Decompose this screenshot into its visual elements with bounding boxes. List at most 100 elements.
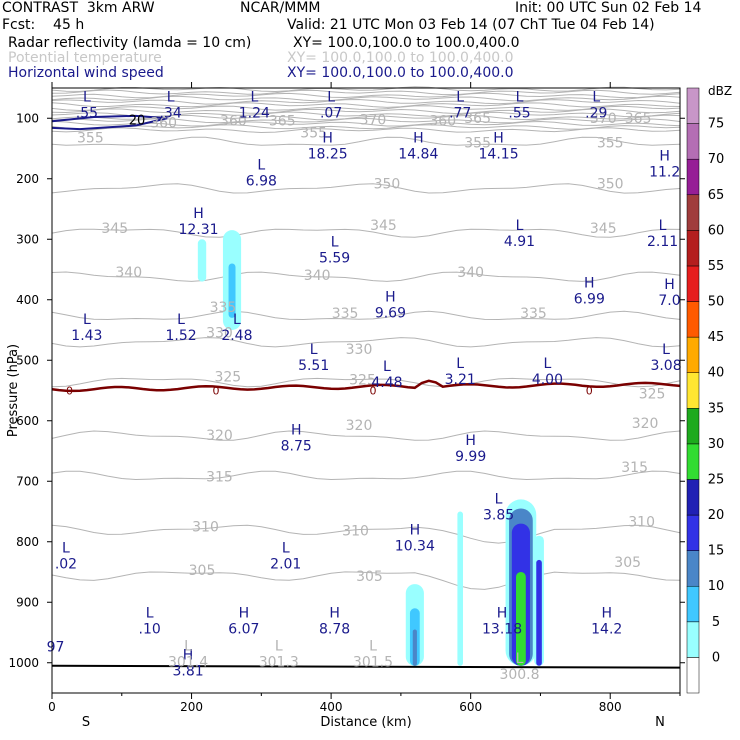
- extremum-letter: L: [257, 158, 265, 174]
- extremum-value: 4.48: [371, 375, 402, 391]
- x-tick-label: 800: [599, 700, 622, 714]
- theta-label: 320: [206, 428, 233, 444]
- field-theta: Potential temperature: [8, 50, 162, 66]
- theta-label: 345: [370, 218, 397, 234]
- colorbar-swatch: [686, 230, 700, 267]
- theta-label: 325: [639, 386, 666, 402]
- extremum-value: 2.11: [647, 234, 678, 250]
- y-tick-label: 400: [16, 293, 39, 307]
- extremum-letter: H: [413, 130, 424, 146]
- extremum-letter: L: [250, 89, 258, 105]
- theta-label: 320: [632, 416, 659, 432]
- theta-label: 350: [374, 176, 401, 192]
- surface-theta-value: 300.8: [499, 667, 539, 683]
- theta-label: 325: [214, 369, 241, 385]
- colorbar-label: 60: [708, 223, 725, 238]
- theta-contour: [51, 470, 681, 481]
- extremum-value: 10.34: [395, 538, 435, 554]
- extremum-value: 8.78: [319, 621, 350, 637]
- reflectivity-echo: [228, 263, 236, 318]
- colorbar-swatch: [686, 158, 700, 196]
- extremum-letter: H: [664, 277, 675, 293]
- surface-theta-letter: L: [516, 651, 524, 667]
- ground-line: [51, 664, 681, 669]
- extremum-value: 3.21: [445, 372, 476, 388]
- extremum-letter: L: [177, 312, 185, 328]
- extremum-letter: H: [584, 276, 595, 292]
- theta-contour: [51, 98, 681, 105]
- theta-label: 305: [189, 563, 216, 579]
- extremum-value: 6.99: [574, 292, 605, 308]
- reflectivity-echo: [457, 511, 463, 666]
- extremum-value: .34: [159, 105, 181, 121]
- extremum-value: 14.2: [591, 621, 622, 637]
- colorbar-label: 45: [708, 330, 725, 345]
- extremum-value: 2.01: [270, 557, 301, 573]
- field-reflectivity: Radar reflectivity (lamda = 10 cm): [8, 35, 252, 51]
- theta-contour: [51, 377, 681, 388]
- theta-label: 335: [210, 300, 237, 316]
- y-axis-label: Pressure (hPa): [6, 344, 21, 437]
- colorbar-swatch: [686, 514, 700, 551]
- theta-contour: [51, 111, 681, 118]
- extremum-value: 13.18: [482, 621, 522, 637]
- theta-label: 365: [464, 111, 491, 127]
- colorbar-label: 75: [708, 117, 725, 132]
- theta-contour: [51, 86, 681, 93]
- extremum-value: 6.98: [246, 174, 277, 190]
- extremum-letter: L: [662, 342, 670, 358]
- extremum-value: .02: [55, 557, 77, 573]
- colorbar-swatch: [686, 550, 700, 587]
- y-tick-label: 900: [16, 595, 39, 609]
- theta-contour: [51, 271, 681, 282]
- extremum-letter: L: [544, 356, 552, 372]
- colorbar-swatch: [686, 265, 700, 302]
- extremum-letter: L: [516, 89, 524, 105]
- extremum-value: 12.31: [178, 222, 218, 238]
- colorbar-swatch: [686, 443, 700, 480]
- extremum-value: 3.81: [172, 664, 203, 680]
- extremum-letter: H: [322, 130, 333, 146]
- theta-label: 315: [206, 469, 233, 485]
- extremum-letter: H: [193, 206, 204, 222]
- extremum-value: 1.43: [71, 328, 102, 344]
- extremum-value: .55: [76, 105, 98, 121]
- extremum-value: .29: [585, 105, 607, 121]
- theta-contour: [51, 105, 681, 112]
- theta-label: 305: [614, 555, 641, 571]
- extremum-letter: L: [327, 89, 335, 105]
- colorbar-label: 20: [708, 508, 725, 523]
- extremum-letter: H: [497, 605, 508, 621]
- theta-contour: [51, 310, 681, 321]
- theta-contour: [51, 183, 681, 194]
- zero-contour-label: 0: [586, 385, 593, 398]
- theta-contour: [51, 228, 681, 238]
- zero-contour-label: 0: [66, 385, 73, 398]
- theta-label: 360: [429, 114, 456, 130]
- theta-label: 335: [520, 306, 547, 322]
- extremum-value: .55: [508, 105, 530, 121]
- theta-label: 360: [150, 115, 177, 131]
- y-tick-label: 200: [16, 172, 39, 186]
- x-end-right: N: [655, 715, 665, 730]
- colorbar-label: 65: [708, 188, 725, 203]
- chart-title: CONTRAST 3km ARW: [2, 0, 155, 16]
- extremum-value: 1.52: [166, 328, 197, 344]
- theta-label: 325: [349, 372, 376, 388]
- extremum-letter: L: [495, 492, 503, 508]
- colorbar-swatch: [686, 621, 700, 658]
- zero-contour: [51, 379, 681, 393]
- y-tick-label: 700: [16, 474, 39, 488]
- extremum-letter: L: [282, 541, 290, 557]
- extremum-value: 11.2: [649, 165, 680, 181]
- theta-label: 360: [220, 114, 247, 130]
- extremum-letter: L: [456, 356, 464, 372]
- extremum-letter: H: [465, 433, 476, 449]
- colorbar-swatch: [686, 372, 700, 409]
- extremum-value: 18.25: [308, 146, 348, 162]
- theta-label: 345: [101, 221, 128, 237]
- colorbar-label: 15: [708, 544, 725, 559]
- wind-contour: [51, 114, 168, 131]
- y-tick-label: 300: [16, 232, 39, 246]
